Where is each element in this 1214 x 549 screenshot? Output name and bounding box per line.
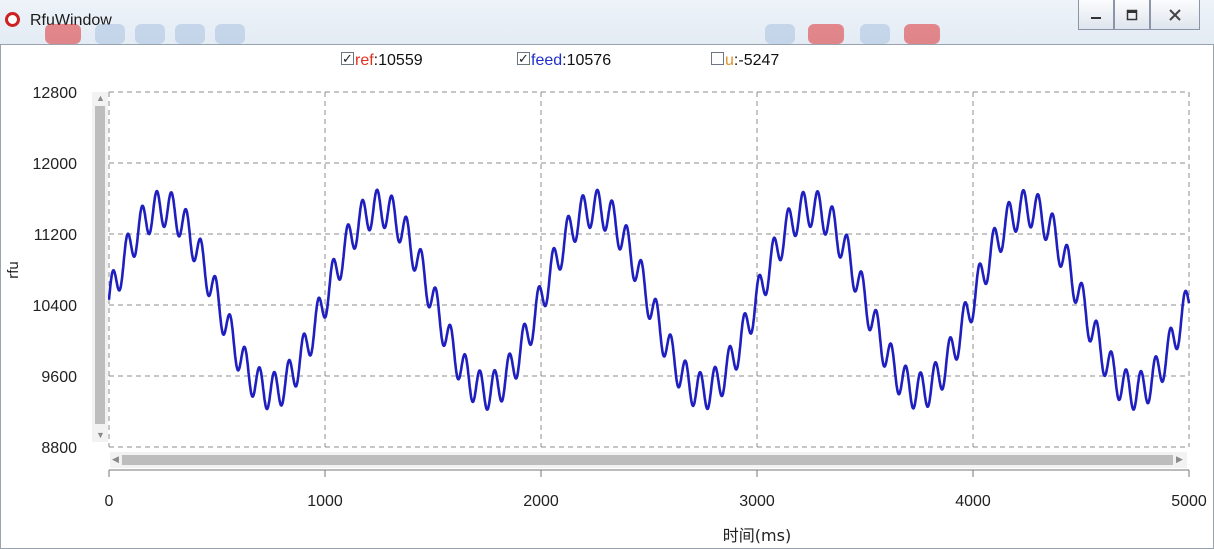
y-tick-label: 9600 xyxy=(41,369,77,386)
u-checkbox[interactable] xyxy=(711,51,724,65)
background-blur xyxy=(95,24,125,44)
legend-item-feed[interactable]: ✓ feed:10576 xyxy=(517,50,612,69)
title-bar: RfuWindow xyxy=(0,0,1214,44)
y-tick-label: 12000 xyxy=(33,156,78,173)
scroll-right-icon[interactable]: ▶ xyxy=(1176,454,1183,464)
app-icon xyxy=(5,12,20,27)
background-blur xyxy=(765,24,795,44)
legend-item-u[interactable]: u: -5247 xyxy=(711,51,780,70)
ref-checkbox[interactable]: ✓ xyxy=(341,50,354,66)
check-icon: ✓ xyxy=(518,50,529,66)
scroll-left-icon[interactable]: ◀ xyxy=(112,454,119,464)
background-blur xyxy=(175,24,205,44)
background-blur xyxy=(904,24,940,44)
x-tick-label: 0 xyxy=(105,493,114,510)
y-axis-label: rfu xyxy=(5,261,22,279)
restore-icon xyxy=(1126,9,1138,20)
x-tick-label: 5000 xyxy=(1171,493,1207,510)
legend-key-u: u xyxy=(725,52,734,69)
feed-checkbox[interactable]: ✓ xyxy=(517,50,530,66)
horizontal-scrollbar[interactable]: ◀ ▶ xyxy=(110,452,1187,468)
close-icon xyxy=(1169,8,1181,21)
legend-value-u: -5247 xyxy=(738,52,780,69)
background-blur xyxy=(860,24,890,44)
x-tick-label: 1000 xyxy=(307,493,343,510)
vertical-scrollbar[interactable]: ▲ ▼ xyxy=(92,92,108,442)
background-blur xyxy=(808,24,844,44)
legend-key-ref: ref xyxy=(355,52,374,69)
x-axis-label: 时间(ms) xyxy=(723,526,791,545)
y-tick-label: 10400 xyxy=(33,298,78,315)
background-blur xyxy=(215,24,245,44)
legend-value-ref: 10559 xyxy=(378,52,423,69)
check-icon: ✓ xyxy=(342,50,353,66)
x-tick-label: 3000 xyxy=(739,493,775,510)
background-blur xyxy=(135,24,165,44)
vertical-scroll-thumb[interactable] xyxy=(95,106,105,424)
minimize-button[interactable] xyxy=(1078,0,1114,30)
background-blur xyxy=(45,24,81,44)
minimize-icon xyxy=(1091,16,1101,19)
legend-item-ref[interactable]: ✓ ref:10559 xyxy=(341,50,423,69)
scroll-down-icon[interactable]: ▼ xyxy=(96,430,105,440)
legend-key-feed: feed xyxy=(531,52,563,69)
close-button[interactable] xyxy=(1150,0,1200,30)
series-line-feed xyxy=(107,188,1191,411)
maximize-button[interactable] xyxy=(1114,0,1150,30)
x-tick-label: 2000 xyxy=(523,493,559,510)
scroll-up-icon[interactable]: ▲ xyxy=(96,93,105,103)
y-tick-label: 12800 xyxy=(33,85,78,102)
y-tick-label: 8800 xyxy=(41,440,77,457)
horizontal-scroll-thumb[interactable] xyxy=(122,455,1173,465)
legend-value-feed: 10576 xyxy=(566,52,612,69)
y-tick-label: 11200 xyxy=(34,227,77,244)
x-tick-label: 4000 xyxy=(955,493,991,510)
